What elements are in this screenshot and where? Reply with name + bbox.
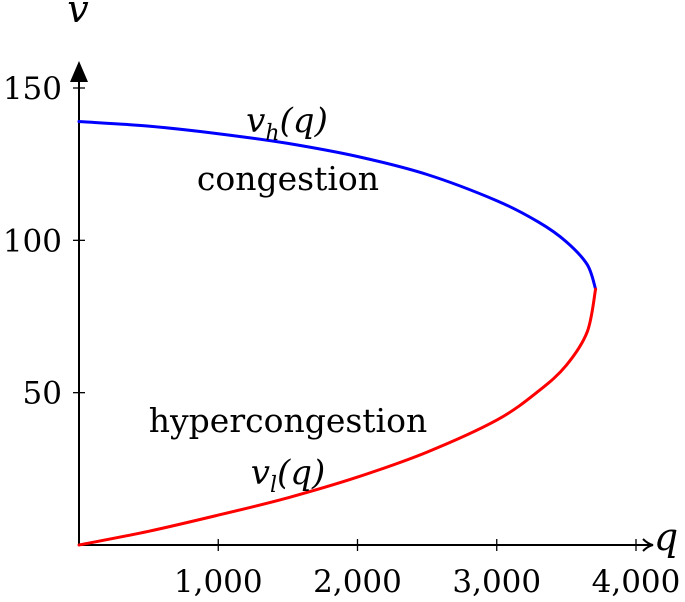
upper-branch-label: vh(q) bbox=[246, 101, 328, 146]
x-tick-label: 4,000 bbox=[592, 564, 681, 600]
x-tick-label: 3,000 bbox=[452, 564, 541, 600]
x-axis-arrowhead bbox=[642, 538, 654, 552]
lower-branch-label-arg: (q) bbox=[277, 453, 325, 493]
y-ticks: 50 100 150 bbox=[3, 71, 85, 412]
y-axis-arrowhead bbox=[70, 61, 88, 82]
x-axis-label: q bbox=[654, 515, 678, 559]
y-tick-label: 150 bbox=[3, 71, 62, 107]
series-group bbox=[77, 120, 598, 547]
x-ticks: 1,000 2,000 3,000 4,000 bbox=[174, 539, 681, 600]
x-tick-label: 2,000 bbox=[313, 564, 402, 600]
upper-branch-label-arg: (q) bbox=[280, 101, 328, 141]
hypercongestion-annotation: hypercongestion bbox=[149, 401, 427, 440]
axes bbox=[70, 61, 654, 552]
x-tick-label: 1,000 bbox=[174, 564, 263, 600]
lower-branch-curve bbox=[77, 287, 598, 547]
y-tick-label: 50 bbox=[23, 376, 62, 412]
lower-branch-label-sub: l bbox=[270, 473, 277, 498]
congestion-annotation: congestion bbox=[197, 159, 379, 198]
lower-branch-label-base: v bbox=[251, 453, 270, 493]
upper-branch-label-sub: h bbox=[265, 121, 279, 146]
y-tick-label: 100 bbox=[3, 223, 62, 259]
lower-branch-label: vl(q) bbox=[251, 453, 326, 498]
y-axis-label: v bbox=[67, 0, 89, 31]
upper-branch-curve bbox=[77, 120, 598, 291]
upper-branch-label-base: v bbox=[246, 101, 265, 141]
